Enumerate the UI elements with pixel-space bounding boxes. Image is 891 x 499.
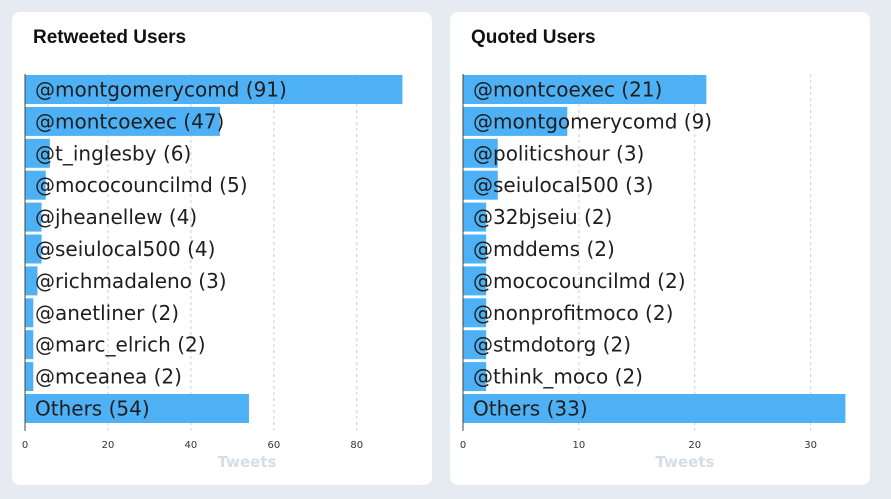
bar-label: @richmadaleno (3) (35, 269, 227, 293)
bar-label: @montgomerycomd (91) (35, 78, 287, 102)
x-tick-label: 0 (22, 440, 28, 451)
bar-label: @mococouncilmd (2) (473, 269, 686, 293)
x-tick-label: 0 (460, 440, 466, 451)
bar[interactable] (463, 170, 498, 200)
retweeted-users-panel: Retweeted Users @montgomerycomd (91) @mon… (12, 12, 432, 485)
quoted-users-panel: Quoted Users @montcoexec (21) @montgomery… (450, 12, 870, 485)
panel-title: Retweeted Users (33, 27, 187, 48)
bar-label: @mococouncilmd (5) (35, 173, 248, 197)
bar[interactable] (25, 138, 50, 168)
bar-label: @seiulocal500 (3) (473, 173, 653, 197)
bar-label: @stmdotorg (2) (473, 333, 631, 357)
bar[interactable] (25, 362, 34, 392)
x-tick-label: 10 (573, 440, 586, 451)
x-tick-label: 80 (350, 440, 363, 451)
bar[interactable] (463, 202, 487, 232)
panel-title: Quoted Users (471, 27, 596, 48)
bar-label: @nonprofitmoco (2) (473, 301, 673, 325)
bar-label: @mddems (2) (473, 237, 615, 261)
bar[interactable] (463, 234, 487, 264)
bar[interactable] (25, 170, 46, 200)
x-tick-label: 20 (102, 440, 115, 451)
bar[interactable] (463, 394, 846, 423)
retweeted-users-chart: @montgomerycomd (91) @montcoexec (47) @t_i… (22, 74, 403, 471)
bar-label: @marc_elrich (2) (35, 333, 206, 357)
bar-label: Others (54) (35, 397, 150, 421)
bar[interactable] (25, 202, 42, 232)
bar[interactable] (25, 106, 220, 136)
quoted-users-chart: @montcoexec (21) @montgomerycomd (9) @poli… (460, 74, 846, 471)
bar-label: @montgomerycomd (9) (473, 109, 712, 133)
bar-label: @mceanea (2) (35, 365, 182, 389)
bar[interactable] (463, 138, 498, 168)
x-tick-label: 60 (267, 440, 280, 451)
bar[interactable] (25, 75, 403, 104)
bar-label: @anetliner (2) (35, 301, 179, 325)
bar[interactable] (463, 298, 487, 328)
bar-label: @seiulocal500 (4) (35, 237, 215, 261)
bar-label: @montcoexec (47) (35, 109, 224, 133)
bar[interactable] (463, 362, 487, 392)
bar-label: @t_inglesby (6) (35, 141, 191, 165)
bar-label: @32bjseiu (2) (473, 205, 612, 229)
x-tick-label: 30 (804, 440, 817, 451)
bar[interactable] (463, 75, 707, 104)
bar[interactable] (25, 234, 42, 264)
bar[interactable] (25, 266, 38, 296)
bar[interactable] (463, 330, 487, 360)
bar-label: @montcoexec (21) (473, 78, 662, 102)
x-axis-title: Tweets (656, 453, 715, 471)
bar-label: Others (33) (473, 397, 588, 421)
bar[interactable] (25, 298, 34, 328)
bar-label: @jheanellew (4) (35, 205, 197, 229)
bar[interactable] (25, 394, 249, 423)
x-tick-label: 40 (185, 440, 198, 451)
bar[interactable] (463, 266, 487, 296)
bar-label: @politicshour (3) (473, 141, 644, 165)
x-tick-label: 20 (688, 440, 701, 451)
bar-label: @think_moco (2) (473, 365, 643, 389)
x-axis-title: Tweets (218, 453, 277, 471)
bar[interactable] (463, 106, 568, 136)
bar[interactable] (25, 330, 34, 360)
